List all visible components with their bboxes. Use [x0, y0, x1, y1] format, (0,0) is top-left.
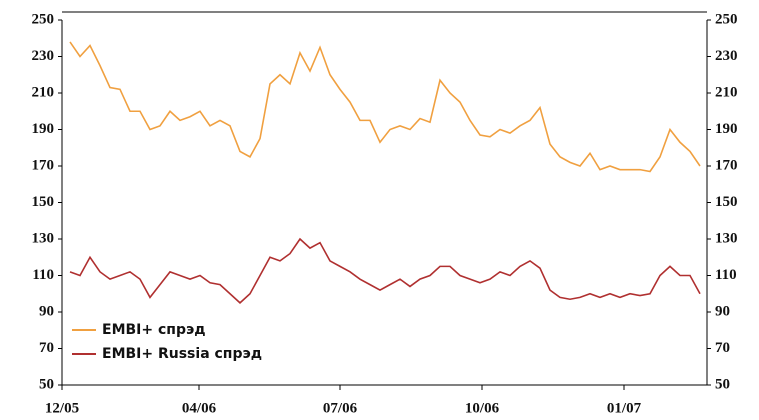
- y-tick-label: 70: [39, 340, 54, 356]
- x-tick-label: 04/06: [182, 400, 217, 416]
- y-tick-label: 190: [32, 121, 55, 137]
- y-tick-label: 130: [32, 230, 55, 246]
- y2-tick-label: 190: [715, 121, 738, 137]
- y-tick-label: 50: [39, 376, 54, 392]
- series-line: [69, 41, 701, 173]
- y-tick-label: 90: [39, 303, 54, 319]
- series-line: [69, 237, 701, 304]
- y2-tick-label: 70: [715, 340, 730, 356]
- y2-tick-label: 170: [715, 157, 738, 173]
- x-tick-label: 07/06: [323, 400, 358, 416]
- y-tick-label: 110: [32, 267, 54, 283]
- legend-label: EMBI+ спрэд: [102, 322, 206, 338]
- y2-tick-label: 210: [715, 84, 738, 100]
- y2-tick-label: 230: [715, 48, 738, 64]
- y2-tick-label: 250: [715, 11, 738, 27]
- y2-tick-label: 130: [715, 230, 738, 246]
- y-tick-label: 210: [32, 84, 55, 100]
- y2-tick-label: 50: [715, 376, 730, 392]
- y-tick-label: 150: [32, 194, 55, 210]
- y-tick-label: 230: [32, 48, 55, 64]
- y-tick-label: 250: [32, 11, 55, 27]
- y2-tick-label: 110: [715, 267, 737, 283]
- y2-tick-label: 150: [715, 194, 738, 210]
- y-tick-label: 170: [32, 157, 55, 173]
- x-tick-label: 10/06: [465, 400, 500, 416]
- legend-label: EMBI+ Russia спрэд: [102, 346, 262, 362]
- x-tick-label: 12/05: [45, 400, 79, 416]
- y2-tick-label: 90: [715, 303, 730, 319]
- x-tick-label: 01/07: [607, 400, 642, 416]
